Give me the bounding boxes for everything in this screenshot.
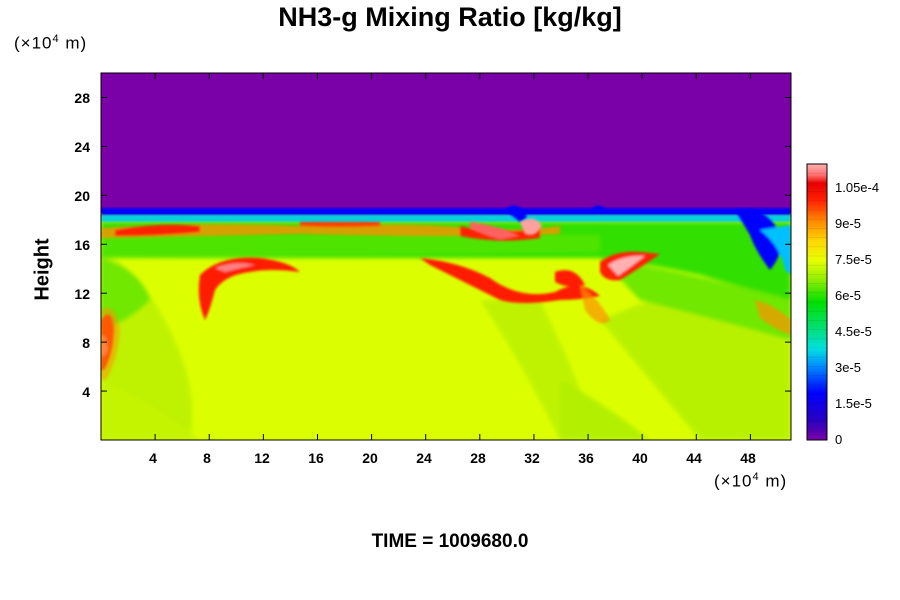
axis-tick-marks	[101, 73, 791, 440]
x-tick-label: 40	[632, 450, 648, 466]
colorbar-tick-label: 7.5e-5	[835, 252, 872, 267]
y-tick-label: 28	[74, 90, 90, 106]
edge-bumps	[505, 205, 791, 275]
x-axis-unit: (×104 m)	[714, 471, 788, 491]
x-tick-label: 48	[740, 450, 756, 466]
colorbar-tick-label: 1.05e-4	[835, 180, 879, 195]
y-tick-label: 8	[82, 335, 90, 351]
chart-title: NH3-g Mixing Ratio [kg/kg]	[278, 2, 622, 32]
x-tick-label: 12	[254, 450, 270, 466]
colorbar-tick-label: 9e-5	[835, 216, 861, 231]
colorbar-tick-label: 0	[835, 432, 842, 447]
x-tick-label: 44	[686, 450, 702, 466]
x-tick-label: 32	[524, 450, 540, 466]
x-axis-ticks: 4 8 12 16 20 24 28 32 36 40 44 48	[149, 450, 756, 466]
plot-frame	[100, 72, 792, 441]
y-tick-label: 16	[74, 237, 90, 253]
y-axis-unit: (×104 m)	[14, 33, 88, 53]
colorbar-gradient	[807, 164, 827, 440]
y-tick-label: 24	[74, 139, 90, 155]
x-tick-label: 20	[362, 450, 378, 466]
colorbar-tick-label: 1.5e-5	[835, 396, 872, 411]
colorbar: 0 1.5e-5 3e-5 4.5e-5 6e-5 7.5e-5 9e-5 1.…	[806, 163, 879, 447]
x-tick-label: 24	[416, 450, 432, 466]
upper-layer-fill	[101, 73, 791, 213]
colorbar-band-lines	[807, 172, 827, 432]
y-tick-label: 20	[74, 188, 90, 204]
x-tick-label: 36	[578, 450, 594, 466]
mid-band	[101, 222, 791, 340]
colorbar-tick-label: 3e-5	[835, 360, 861, 375]
y-tick-label: 4	[82, 384, 90, 400]
x-tick-label: 8	[203, 450, 211, 466]
y-axis-ticks: 4 8 12 16 20 24 28	[74, 90, 90, 400]
x-tick-label: 4	[149, 450, 157, 466]
y-tick-label: 12	[74, 286, 90, 302]
heatmap-field	[101, 73, 791, 440]
colorbar-ticks: 0 1.5e-5 3e-5 4.5e-5 6e-5 7.5e-5 9e-5 1.…	[835, 180, 879, 447]
colorbar-frame	[806, 163, 828, 441]
x-tick-label: 16	[308, 450, 324, 466]
maxima-regions	[101, 218, 791, 380]
colorbar-tick-label: 4.5e-5	[835, 324, 872, 339]
x-tick-label: 28	[470, 450, 486, 466]
colorbar-tick-label: 6e-5	[835, 288, 861, 303]
time-label: TIME = 1009680.0	[371, 531, 529, 552]
